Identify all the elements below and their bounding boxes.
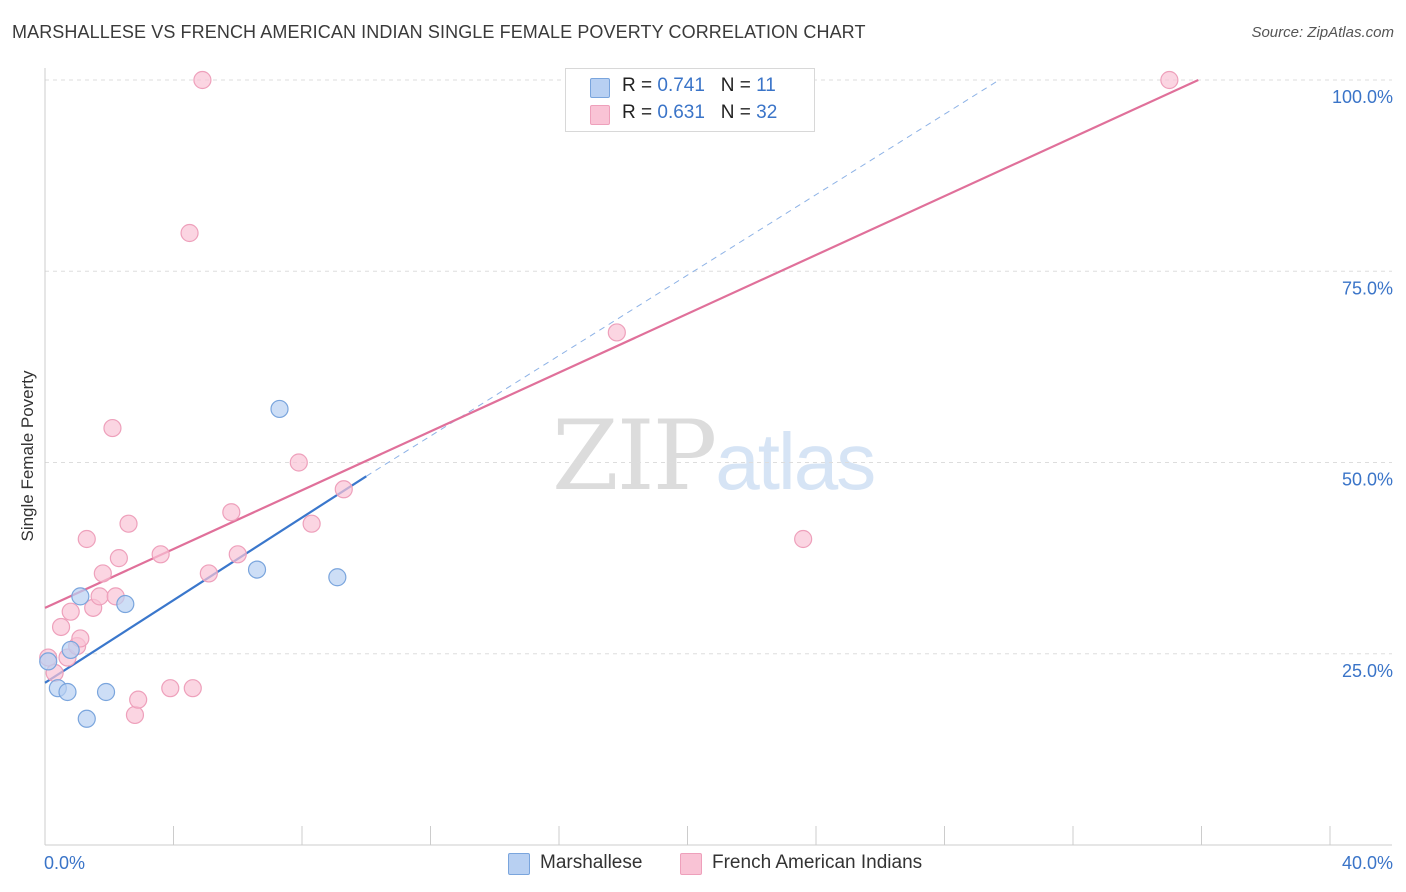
point-french-american-indians [125, 705, 145, 725]
point-marshallese [247, 560, 267, 579]
bottom-legend-label-marshallese: Marshallese [540, 852, 643, 873]
chart-title: MARSHALLESE VS FRENCH AMERICAN INDIAN SI… [12, 22, 866, 42]
point-marshallese [58, 682, 77, 702]
legend-r-value: 0.741 [657, 75, 705, 96]
bottom-legend-label-french-american-indians: French American Indians [712, 852, 923, 873]
point-french-american-indians [1160, 70, 1179, 90]
y-axis-label: Single Female Poverty [18, 370, 37, 542]
point-french-american-indians [93, 564, 112, 583]
y-tick-label-100: 100.0% [1332, 87, 1393, 107]
point-french-american-indians [77, 529, 96, 549]
point-french-american-indians [222, 503, 241, 522]
trend-line-marshallese-extension [365, 79, 1000, 477]
data-points [39, 70, 1179, 728]
legend-r-value: 0.631 [657, 102, 705, 123]
point-french-american-indians [193, 70, 212, 90]
axes [44, 68, 1392, 846]
point-french-american-indians [302, 514, 321, 533]
x-tick-label-min: 0.0% [44, 853, 85, 873]
trend-lines [44, 78, 1199, 684]
bottom-legend-swatch-french-american-indians [680, 853, 702, 875]
point-marshallese [61, 640, 80, 660]
point-french-american-indians [180, 223, 199, 243]
point-marshallese [116, 594, 135, 614]
point-marshallese [270, 399, 289, 419]
point-french-american-indians [289, 453, 308, 472]
legend-n-value: 11 [756, 75, 776, 96]
point-french-american-indians [119, 514, 138, 533]
y-tick-label-25: 25.0% [1342, 661, 1393, 681]
point-french-american-indians [51, 617, 71, 637]
point-french-american-indians [61, 602, 80, 621]
point-marshallese [39, 652, 58, 671]
y-tick-label-75: 75.0% [1342, 278, 1393, 298]
point-french-american-indians [109, 549, 128, 568]
tick-labels: 25.0% 50.0% 75.0% 100.0% 0.0% 40.0% [44, 87, 1393, 873]
legend-r-label: R = [622, 75, 658, 96]
point-french-american-indians [334, 480, 353, 499]
point-french-american-indians [103, 418, 122, 438]
watermark-atlas: atlas [715, 417, 876, 506]
point-french-american-indians [607, 323, 626, 342]
legend-swatch-french-american-indians [590, 105, 610, 125]
legend-r-label: R = [622, 102, 658, 123]
point-french-american-indians [183, 679, 202, 698]
legend-n-label: N = [720, 102, 757, 123]
point-french-american-indians [161, 679, 180, 698]
y-tick-label-50: 50.0% [1342, 470, 1393, 490]
point-marshallese [77, 709, 96, 728]
trend-line-french-american-indians [44, 78, 1199, 609]
point-french-american-indians [199, 564, 218, 583]
point-french-american-indians [228, 545, 247, 564]
point-marshallese [328, 568, 347, 587]
point-french-american-indians [151, 545, 170, 564]
watermark-zip: ZIP [552, 400, 717, 512]
legend-stats-french-american-indians: R = 0.631 N = 32 [622, 102, 777, 124]
point-french-american-indians [794, 529, 813, 549]
grid-lines [45, 79, 1392, 655]
legend-box: R = 0.741 N = 11 R = 0.631 N = 32 [565, 68, 815, 132]
point-marshallese [96, 682, 116, 702]
point-french-american-indians [90, 587, 109, 606]
legend-n-value: 32 [756, 102, 778, 123]
watermark: ZIPatlas [552, 400, 876, 512]
legend-swatch-marshallese [590, 78, 610, 98]
source-label: Source: ZipAtlas.com [1251, 24, 1394, 41]
x-tick-label-max: 40.0% [1342, 853, 1393, 873]
legend-n-label: N = [720, 75, 757, 96]
legend-stats-marshallese: R = 0.741 N = 11 [622, 75, 776, 97]
point-marshallese [71, 587, 90, 606]
bottom-legend-swatch-marshallese [508, 853, 530, 875]
point-french-american-indians [129, 690, 148, 709]
